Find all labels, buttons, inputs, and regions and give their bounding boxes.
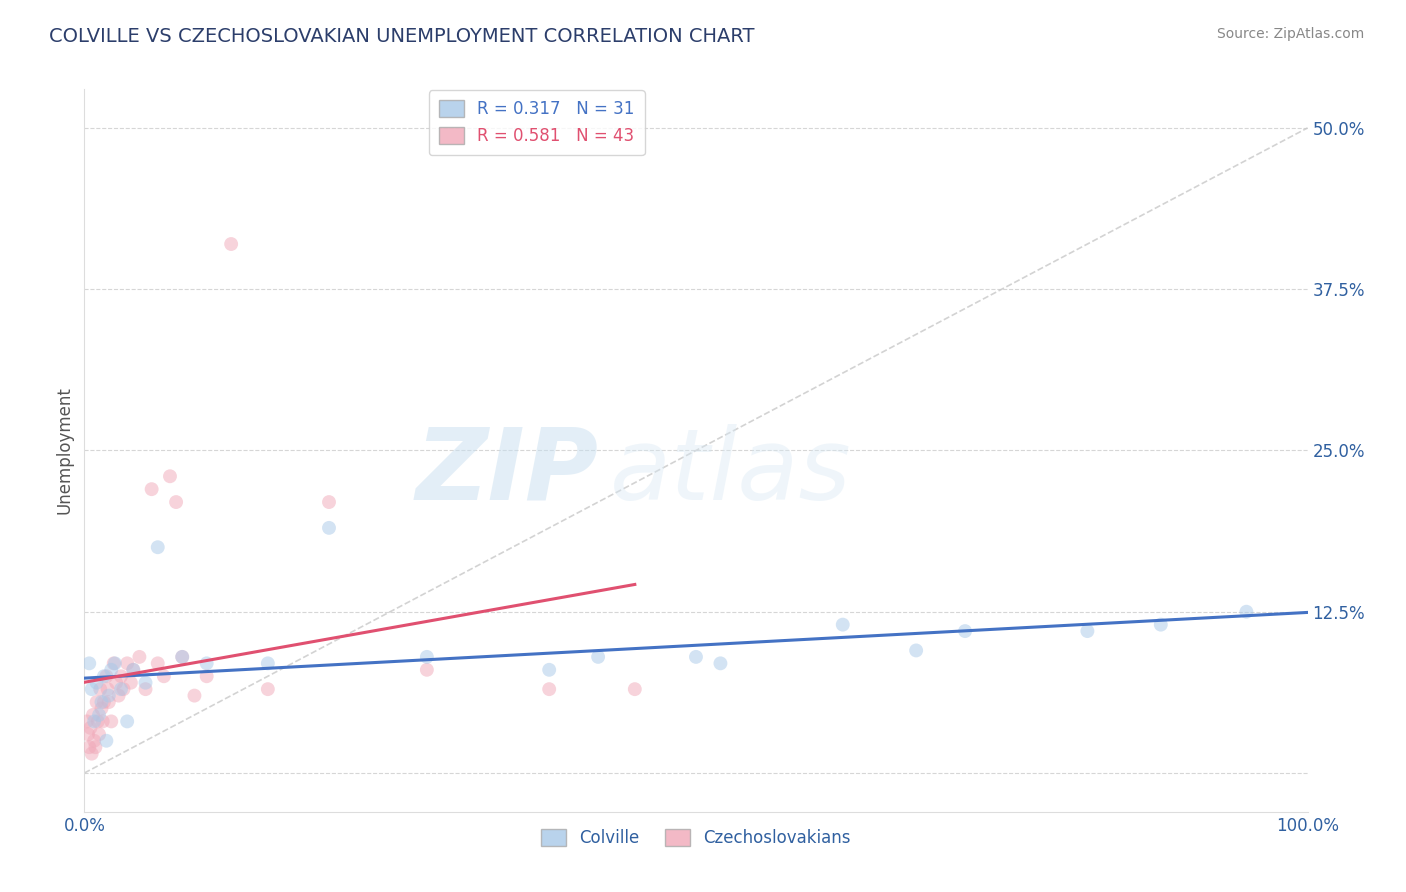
Point xyxy=(318,521,340,535)
Point xyxy=(416,649,439,664)
Point xyxy=(77,727,100,741)
Point xyxy=(905,643,928,657)
Point xyxy=(146,657,169,671)
Text: ZIP: ZIP xyxy=(415,424,598,521)
Point xyxy=(86,695,108,709)
Point xyxy=(416,663,439,677)
Point xyxy=(1150,617,1173,632)
Point xyxy=(86,675,108,690)
Point xyxy=(257,657,280,671)
Point xyxy=(1236,605,1258,619)
Point xyxy=(83,733,105,747)
Point xyxy=(195,657,218,671)
Point xyxy=(183,689,205,703)
Point xyxy=(91,714,114,729)
Point xyxy=(141,482,163,496)
Point xyxy=(538,682,561,697)
Point xyxy=(128,649,150,664)
Point xyxy=(122,663,145,677)
Point xyxy=(122,663,145,677)
Point xyxy=(685,649,707,664)
Point xyxy=(97,695,120,709)
Point xyxy=(586,649,609,664)
Point xyxy=(257,682,280,697)
Point xyxy=(172,649,194,664)
Point xyxy=(97,689,120,703)
Point xyxy=(103,657,125,671)
Point xyxy=(953,624,976,639)
Point xyxy=(96,733,118,747)
Point xyxy=(97,682,120,697)
Legend: Colville, Czechoslovakians: Colville, Czechoslovakians xyxy=(534,822,858,854)
Point xyxy=(87,714,110,729)
Point xyxy=(115,657,138,671)
Point xyxy=(624,682,647,697)
Point xyxy=(79,721,101,735)
Point xyxy=(110,682,132,697)
Point xyxy=(77,657,100,671)
Point xyxy=(159,469,181,483)
Y-axis label: Unemployment: Unemployment xyxy=(55,386,73,515)
Point xyxy=(195,669,218,683)
Point xyxy=(112,682,135,697)
Point xyxy=(76,714,98,729)
Point xyxy=(93,695,115,709)
Text: COLVILLE VS CZECHOSLOVAKIAN UNEMPLOYMENT CORRELATION CHART: COLVILLE VS CZECHOSLOVAKIAN UNEMPLOYMENT… xyxy=(49,27,755,45)
Point xyxy=(120,675,142,690)
Point xyxy=(1076,624,1098,639)
Point xyxy=(80,747,103,761)
Point xyxy=(709,657,731,671)
Point xyxy=(110,669,132,683)
Text: atlas: atlas xyxy=(610,424,852,521)
Point xyxy=(107,689,129,703)
Point xyxy=(100,714,122,729)
Point xyxy=(77,740,100,755)
Point xyxy=(538,663,561,677)
Point xyxy=(831,617,853,632)
Point xyxy=(80,682,103,697)
Point xyxy=(96,669,118,683)
Point xyxy=(135,682,157,697)
Text: Source: ZipAtlas.com: Source: ZipAtlas.com xyxy=(1216,27,1364,41)
Point xyxy=(87,727,110,741)
Point xyxy=(84,740,107,755)
Point xyxy=(83,714,105,729)
Point xyxy=(100,663,122,677)
Point xyxy=(90,695,112,709)
Point xyxy=(146,540,169,554)
Point xyxy=(87,708,110,723)
Point xyxy=(89,682,111,697)
Point xyxy=(165,495,187,509)
Point xyxy=(105,675,128,690)
Point xyxy=(172,649,194,664)
Point xyxy=(115,714,138,729)
Point xyxy=(153,669,176,683)
Point xyxy=(90,701,112,715)
Point xyxy=(93,669,115,683)
Point xyxy=(82,708,104,723)
Point xyxy=(318,495,340,509)
Point xyxy=(104,657,127,671)
Point xyxy=(135,675,157,690)
Point xyxy=(219,237,242,252)
